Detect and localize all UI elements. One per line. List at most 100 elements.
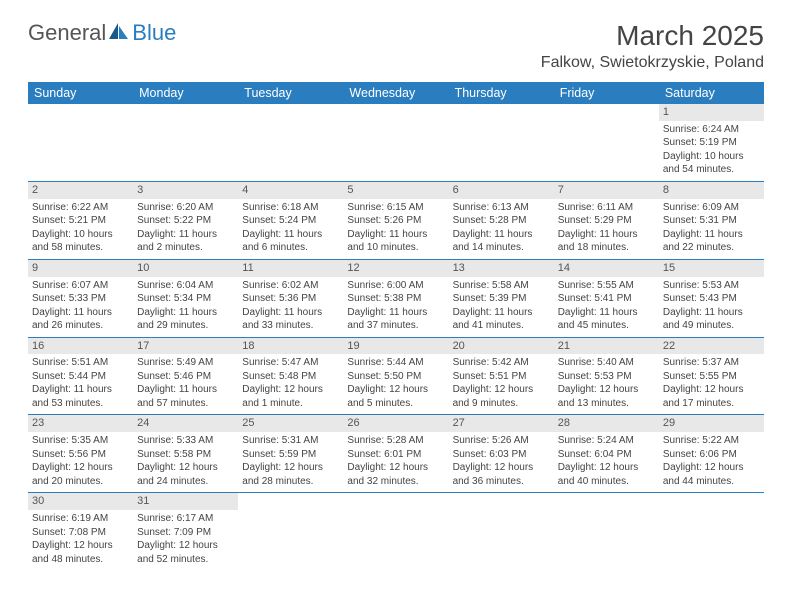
daylight-text: Daylight: 12 hours and 36 minutes. xyxy=(453,461,550,488)
calendar-cell xyxy=(449,493,554,570)
sunset-text: Sunset: 5:55 PM xyxy=(663,370,760,384)
sunrise-text: Sunrise: 5:22 AM xyxy=(663,434,760,448)
day-header-row: Sunday Monday Tuesday Wednesday Thursday… xyxy=(28,82,764,104)
daylight-text: Daylight: 12 hours and 20 minutes. xyxy=(32,461,129,488)
day-header: Thursday xyxy=(449,82,554,104)
calendar-cell xyxy=(449,104,554,181)
day-number: 9 xyxy=(28,260,133,277)
day-number: 16 xyxy=(28,338,133,355)
sunset-text: Sunset: 6:03 PM xyxy=(453,448,550,462)
daylight-text: Daylight: 11 hours and 41 minutes. xyxy=(453,306,550,333)
calendar-cell: 26Sunrise: 5:28 AMSunset: 6:01 PMDayligh… xyxy=(343,415,448,493)
calendar-cell: 20Sunrise: 5:42 AMSunset: 5:51 PMDayligh… xyxy=(449,337,554,415)
daylight-text: Daylight: 11 hours and 10 minutes. xyxy=(347,228,444,255)
sunrise-text: Sunrise: 6:04 AM xyxy=(137,279,234,293)
daylight-text: Daylight: 11 hours and 29 minutes. xyxy=(137,306,234,333)
day-number: 15 xyxy=(659,260,764,277)
sunrise-text: Sunrise: 6:22 AM xyxy=(32,201,129,215)
calendar-body: 1Sunrise: 6:24 AMSunset: 5:19 PMDaylight… xyxy=(28,104,764,570)
calendar-cell: 21Sunrise: 5:40 AMSunset: 5:53 PMDayligh… xyxy=(554,337,659,415)
day-number: 19 xyxy=(343,338,448,355)
sunrise-text: Sunrise: 6:11 AM xyxy=(558,201,655,215)
day-header: Saturday xyxy=(659,82,764,104)
daylight-text: Daylight: 12 hours and 44 minutes. xyxy=(663,461,760,488)
calendar-cell: 6Sunrise: 6:13 AMSunset: 5:28 PMDaylight… xyxy=(449,181,554,259)
calendar-cell: 5Sunrise: 6:15 AMSunset: 5:26 PMDaylight… xyxy=(343,181,448,259)
sunset-text: Sunset: 6:04 PM xyxy=(558,448,655,462)
sunrise-text: Sunrise: 5:28 AM xyxy=(347,434,444,448)
sunrise-text: Sunrise: 5:49 AM xyxy=(137,356,234,370)
calendar-cell xyxy=(343,493,448,570)
calendar-cell: 2Sunrise: 6:22 AMSunset: 5:21 PMDaylight… xyxy=(28,181,133,259)
calendar-cell: 18Sunrise: 5:47 AMSunset: 5:48 PMDayligh… xyxy=(238,337,343,415)
day-number: 2 xyxy=(28,182,133,199)
calendar-cell: 30Sunrise: 6:19 AMSunset: 7:08 PMDayligh… xyxy=(28,493,133,570)
daylight-text: Daylight: 10 hours and 54 minutes. xyxy=(663,150,760,177)
calendar-cell xyxy=(554,104,659,181)
calendar-cell: 13Sunrise: 5:58 AMSunset: 5:39 PMDayligh… xyxy=(449,259,554,337)
sunset-text: Sunset: 5:41 PM xyxy=(558,292,655,306)
day-header: Sunday xyxy=(28,82,133,104)
day-number: 5 xyxy=(343,182,448,199)
calendar-cell: 4Sunrise: 6:18 AMSunset: 5:24 PMDaylight… xyxy=(238,181,343,259)
daylight-text: Daylight: 11 hours and 6 minutes. xyxy=(242,228,339,255)
sunset-text: Sunset: 7:09 PM xyxy=(137,526,234,540)
day-number: 6 xyxy=(449,182,554,199)
day-number: 30 xyxy=(28,493,133,510)
daylight-text: Daylight: 10 hours and 58 minutes. xyxy=(32,228,129,255)
calendar-cell: 27Sunrise: 5:26 AMSunset: 6:03 PMDayligh… xyxy=(449,415,554,493)
day-header: Friday xyxy=(554,82,659,104)
sunset-text: Sunset: 5:59 PM xyxy=(242,448,339,462)
sunrise-text: Sunrise: 6:19 AM xyxy=(32,512,129,526)
calendar-cell: 1Sunrise: 6:24 AMSunset: 5:19 PMDaylight… xyxy=(659,104,764,181)
calendar-table: Sunday Monday Tuesday Wednesday Thursday… xyxy=(28,82,764,570)
daylight-text: Daylight: 12 hours and 1 minute. xyxy=(242,383,339,410)
sunrise-text: Sunrise: 6:00 AM xyxy=(347,279,444,293)
calendar-row: 2Sunrise: 6:22 AMSunset: 5:21 PMDaylight… xyxy=(28,181,764,259)
calendar-cell xyxy=(238,104,343,181)
sunset-text: Sunset: 5:33 PM xyxy=(32,292,129,306)
sunrise-text: Sunrise: 6:17 AM xyxy=(137,512,234,526)
sunrise-text: Sunrise: 6:13 AM xyxy=(453,201,550,215)
sunrise-text: Sunrise: 5:44 AM xyxy=(347,356,444,370)
sunset-text: Sunset: 5:26 PM xyxy=(347,214,444,228)
day-number: 24 xyxy=(133,415,238,432)
day-number: 7 xyxy=(554,182,659,199)
daylight-text: Daylight: 11 hours and 2 minutes. xyxy=(137,228,234,255)
day-header: Monday xyxy=(133,82,238,104)
calendar-cell: 7Sunrise: 6:11 AMSunset: 5:29 PMDaylight… xyxy=(554,181,659,259)
sunset-text: Sunset: 5:22 PM xyxy=(137,214,234,228)
day-number: 31 xyxy=(133,493,238,510)
sunrise-text: Sunrise: 6:09 AM xyxy=(663,201,760,215)
day-number: 20 xyxy=(449,338,554,355)
sunrise-text: Sunrise: 6:02 AM xyxy=(242,279,339,293)
sunrise-text: Sunrise: 5:37 AM xyxy=(663,356,760,370)
sunrise-text: Sunrise: 5:55 AM xyxy=(558,279,655,293)
calendar-cell xyxy=(238,493,343,570)
day-number: 11 xyxy=(238,260,343,277)
sunset-text: Sunset: 5:28 PM xyxy=(453,214,550,228)
calendar-cell: 11Sunrise: 6:02 AMSunset: 5:36 PMDayligh… xyxy=(238,259,343,337)
calendar-cell: 14Sunrise: 5:55 AMSunset: 5:41 PMDayligh… xyxy=(554,259,659,337)
daylight-text: Daylight: 11 hours and 22 minutes. xyxy=(663,228,760,255)
sunset-text: Sunset: 5:56 PM xyxy=(32,448,129,462)
calendar-cell: 16Sunrise: 5:51 AMSunset: 5:44 PMDayligh… xyxy=(28,337,133,415)
calendar-cell: 15Sunrise: 5:53 AMSunset: 5:43 PMDayligh… xyxy=(659,259,764,337)
daylight-text: Daylight: 11 hours and 57 minutes. xyxy=(137,383,234,410)
day-header: Wednesday xyxy=(343,82,448,104)
sunrise-text: Sunrise: 5:47 AM xyxy=(242,356,339,370)
logo: General Blue xyxy=(28,20,176,46)
daylight-text: Daylight: 11 hours and 33 minutes. xyxy=(242,306,339,333)
sunset-text: Sunset: 5:19 PM xyxy=(663,136,760,150)
day-number: 8 xyxy=(659,182,764,199)
calendar-cell: 28Sunrise: 5:24 AMSunset: 6:04 PMDayligh… xyxy=(554,415,659,493)
month-title: March 2025 xyxy=(541,20,764,52)
day-number: 29 xyxy=(659,415,764,432)
calendar-cell: 12Sunrise: 6:00 AMSunset: 5:38 PMDayligh… xyxy=(343,259,448,337)
day-number: 22 xyxy=(659,338,764,355)
daylight-text: Daylight: 11 hours and 37 minutes. xyxy=(347,306,444,333)
day-number: 21 xyxy=(554,338,659,355)
calendar-cell: 8Sunrise: 6:09 AMSunset: 5:31 PMDaylight… xyxy=(659,181,764,259)
sunrise-text: Sunrise: 5:51 AM xyxy=(32,356,129,370)
sunset-text: Sunset: 5:44 PM xyxy=(32,370,129,384)
